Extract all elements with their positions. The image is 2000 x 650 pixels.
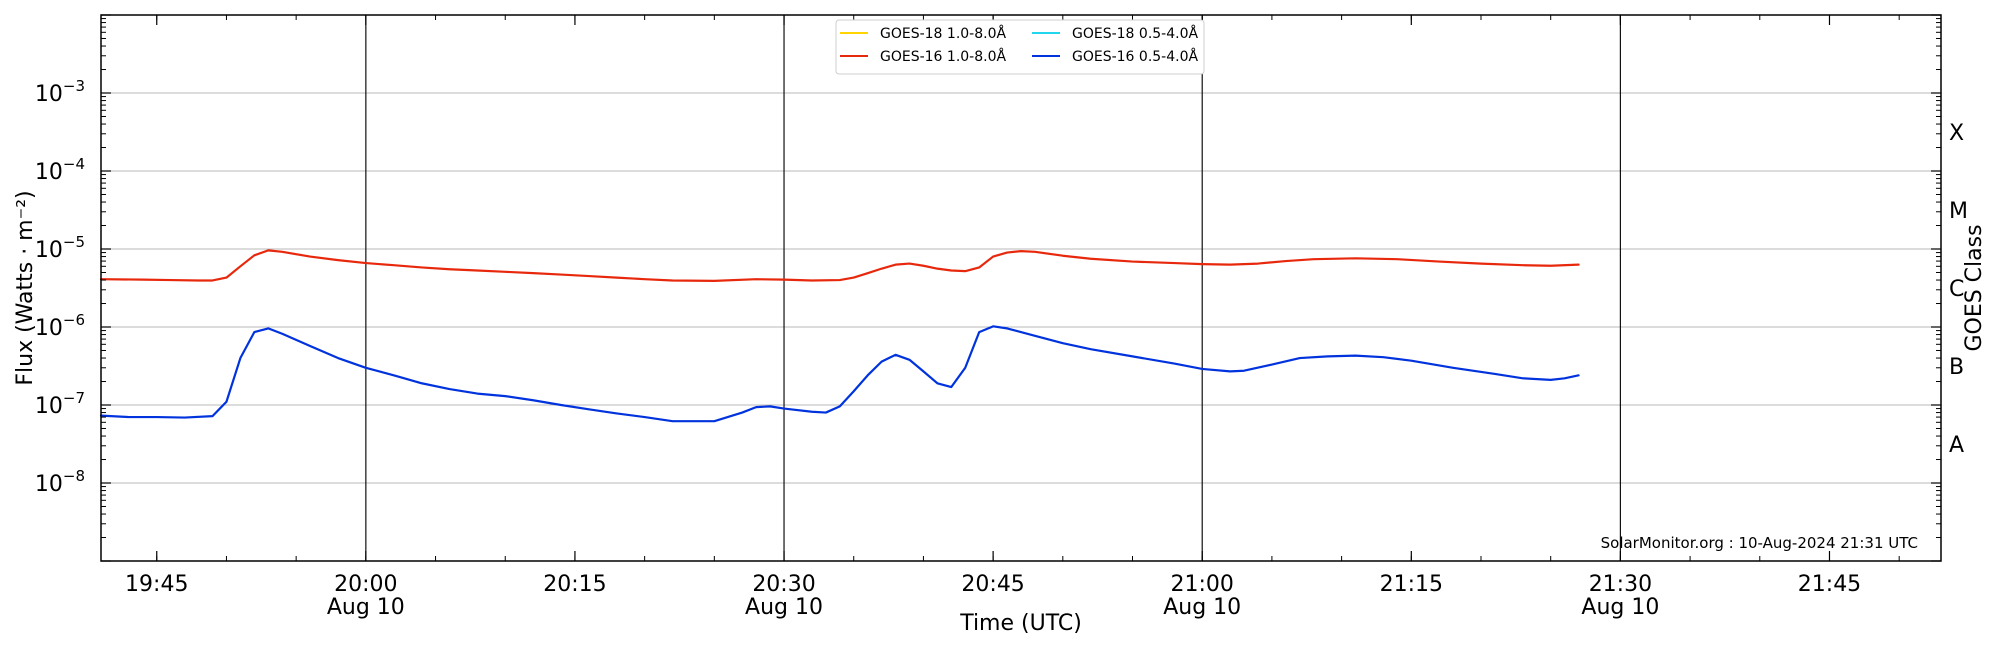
grid-layer — [101, 92, 1941, 484]
legend-entry-label: GOES-16 0.5-4.0Å — [1072, 48, 1198, 65]
marker-layer — [365, 15, 1621, 561]
y-tick-label: 10−7 — [35, 389, 85, 419]
y-tick-label: 10−5 — [35, 233, 85, 263]
plot-frame — [100, 14, 1942, 562]
y-tick-label: 10−6 — [35, 311, 85, 341]
x-date-label: Aug 10 — [1163, 595, 1241, 620]
legend-box — [835, 19, 1205, 75]
goes-class-label: A — [1949, 433, 1964, 458]
goes-class-label: X — [1949, 121, 1964, 146]
legend: GOES-18 1.0-8.0Å GOES-16 1.0-8.0Å GOES-18 … — [835, 19, 1205, 75]
x-tick-label: 20:15 — [543, 572, 606, 597]
y-tick-label: 10−3 — [35, 77, 85, 107]
legend-entry-label: GOES-18 0.5-4.0Å — [1072, 25, 1198, 42]
x-tick-label: 20:00 — [334, 572, 397, 597]
x-tick-label: 19:45 — [125, 572, 188, 597]
x-tick-label: 20:45 — [961, 572, 1024, 597]
axes-layer — [100, 14, 1942, 562]
labels-layer: Time (UTC) Flux (Watts · m⁻²) GOES Class… — [13, 190, 1987, 636]
x-axis-label: Time (UTC) — [959, 611, 1082, 636]
x-tick-label: 21:15 — [1380, 572, 1443, 597]
x-tick-label: 21:45 — [1798, 572, 1861, 597]
goes-class-label: B — [1949, 355, 1964, 380]
x-date-label: Aug 10 — [1581, 595, 1659, 620]
legend-entry-label: GOES-16 1.0-8.0Å — [880, 48, 1006, 65]
y-axis-label: Flux (Watts · m⁻²) — [13, 190, 38, 385]
series-line — [99, 249, 1580, 282]
series-line — [99, 325, 1580, 423]
x-tick-label: 20:30 — [752, 572, 815, 597]
legend-entry-label: GOES-18 1.0-8.0Å — [880, 25, 1006, 42]
goes-class-label: M — [1949, 199, 1968, 224]
goes-class-label: C — [1949, 277, 1964, 302]
x-date-label: Aug 10 — [327, 595, 405, 620]
series-layer — [99, 249, 1580, 423]
y-tick-label: 10−4 — [35, 155, 85, 185]
x-date-label: Aug 10 — [745, 595, 823, 620]
goes-class-axis-label: GOES Class — [1962, 224, 1987, 351]
credit-label: SolarMonitor.org : 10-Aug-2024 21:31 UTC — [1601, 534, 1918, 552]
x-tick-label: 21:30 — [1589, 572, 1652, 597]
y-tick-label: 10−8 — [35, 467, 85, 497]
x-tick-label: 21:00 — [1171, 572, 1234, 597]
